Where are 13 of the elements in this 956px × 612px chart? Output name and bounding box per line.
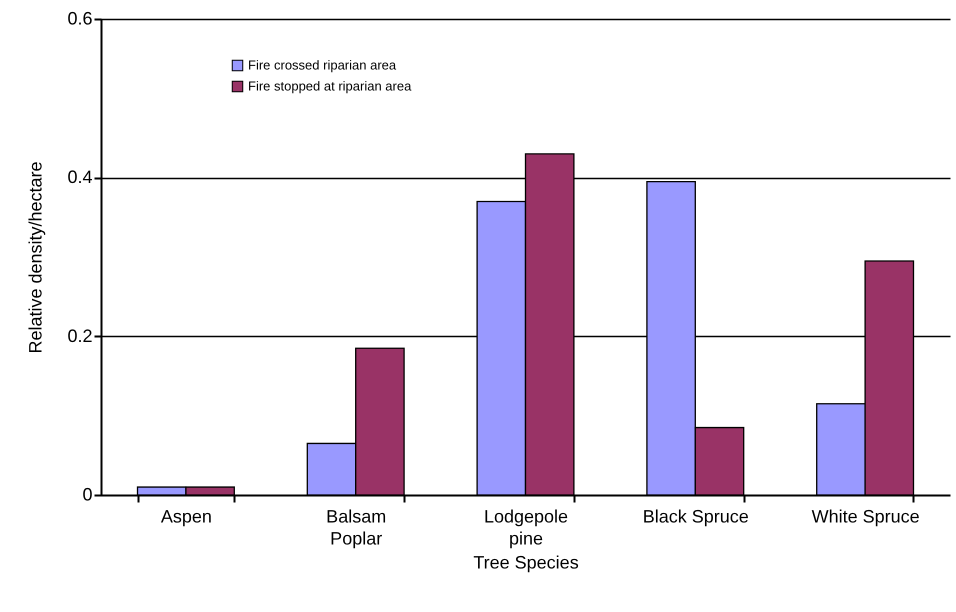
y-tick-label: 0.4 — [67, 167, 92, 188]
legend-label: Fire crossed riparian area — [248, 58, 397, 72]
legend-label: Fire stopped at riparian area — [248, 78, 412, 94]
x-tick-label: Lodgepole pine — [484, 506, 568, 548]
x-tick-label: Balsam Poplar — [326, 506, 386, 548]
x-tick-label: Black Spruce — [642, 506, 749, 526]
y-tick-label: 0 — [82, 484, 92, 504]
y-axis-title: Relative density/hectare — [25, 161, 46, 354]
x-axis-title: Tree Species — [473, 552, 579, 572]
y-tick-label: 0.2 — [67, 326, 92, 346]
y-tick-label: 0.6 — [67, 8, 92, 28]
x-tick-label: White Spruce — [812, 506, 920, 526]
x-tick-label: Aspen — [160, 506, 212, 526]
